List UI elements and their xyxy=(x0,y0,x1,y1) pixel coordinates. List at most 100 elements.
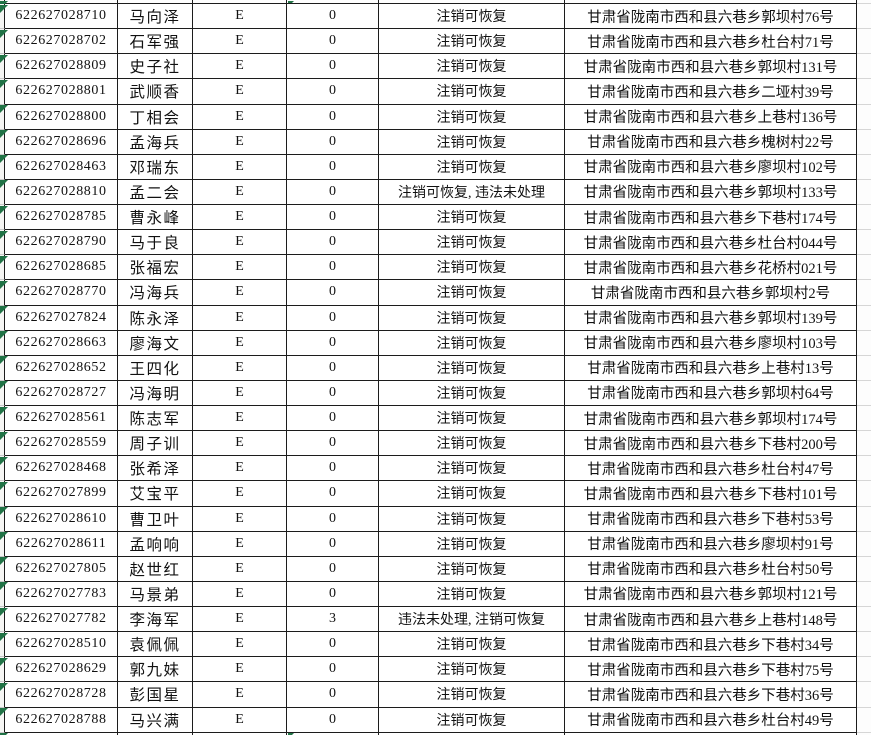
cell-address[interactable]: 甘肃省陇南市西和县六巷乡槐树村22号 xyxy=(565,129,857,155)
cell-grade[interactable]: E xyxy=(193,380,287,406)
cell-status[interactable]: 注销可恢复 xyxy=(379,657,565,683)
cell-id[interactable]: 622627028685 xyxy=(5,255,118,281)
cell-address[interactable]: 甘肃省陇南市西和县六巷乡郭坝村131号 xyxy=(565,54,857,80)
cell-status[interactable]: 注销可恢复 xyxy=(379,79,565,105)
cell-count[interactable]: 0 xyxy=(287,79,379,105)
cell-id[interactable]: 622627028629 xyxy=(5,657,118,683)
cell-status[interactable]: 注销可恢复 xyxy=(379,531,565,557)
cell-id[interactable]: 622627028652 xyxy=(5,355,118,381)
cell-address[interactable]: 甘肃省陇南市西和县六巷乡上巷村136号 xyxy=(565,104,857,130)
cell-id[interactable]: 622627028710 xyxy=(5,4,118,30)
cell-grade[interactable]: E xyxy=(193,481,287,507)
cell-status[interactable]: 注销可恢复 xyxy=(379,29,565,55)
cell-status[interactable]: 注销可恢复 xyxy=(379,129,565,155)
cell-grade[interactable]: E xyxy=(193,632,287,658)
cell-grade[interactable]: E xyxy=(193,305,287,331)
cell-address[interactable]: 甘肃省陇南市西和县六巷乡下巷村36号 xyxy=(565,682,857,708)
cell-address[interactable]: 甘肃省陇南市西和县六巷乡杜台村71号 xyxy=(565,29,857,55)
cell-address[interactable]: 甘肃省陇南市西和县六巷乡郭坝村133号 xyxy=(565,179,857,205)
cell-status[interactable]: 注销可恢复 xyxy=(379,4,565,30)
cell-count[interactable]: 0 xyxy=(287,230,379,256)
cell-count[interactable]: 0 xyxy=(287,682,379,708)
cell-count[interactable]: 0 xyxy=(287,104,379,130)
cell-id[interactable]: 622627028790 xyxy=(5,230,118,256)
cell-status[interactable]: 注销可恢复 xyxy=(379,581,565,607)
cell-id[interactable]: 622627028611 xyxy=(5,531,118,557)
cell-grade[interactable]: E xyxy=(193,104,287,130)
cell-name[interactable]: 陈志军 xyxy=(118,406,193,432)
cell-id[interactable]: 622627027824 xyxy=(5,305,118,331)
cell-id[interactable]: 622627028728 xyxy=(5,682,118,708)
cell-grade[interactable]: E xyxy=(193,280,287,306)
cell-status[interactable]: 注销可恢复 xyxy=(379,481,565,507)
cell-id[interactable]: 622627028559 xyxy=(5,431,118,457)
cell-count[interactable]: 0 xyxy=(287,280,379,306)
cell-grade[interactable]: E xyxy=(193,682,287,708)
cell-name[interactable]: 艾宝平 xyxy=(118,481,193,507)
cell-id[interactable]: 622627028788 xyxy=(5,707,118,733)
cell-address[interactable]: 甘肃省陇南市西和县六巷乡上巷村13号 xyxy=(565,355,857,381)
cell-status[interactable]: 注销可恢复 xyxy=(379,230,565,256)
cell-address[interactable]: 甘肃省陇南市西和县六巷乡郭坝村76号 xyxy=(565,4,857,30)
cell-name[interactable]: 张希泽 xyxy=(118,456,193,482)
cell-status[interactable]: 注销可恢复 xyxy=(379,305,565,331)
cell-id[interactable]: 622627028663 xyxy=(5,330,118,356)
cell-count[interactable]: 0 xyxy=(287,406,379,432)
cell-name[interactable]: 孟海兵 xyxy=(118,129,193,155)
cell-count[interactable]: 0 xyxy=(287,707,379,733)
cell-count[interactable]: 0 xyxy=(287,255,379,281)
cell-count[interactable]: 0 xyxy=(287,380,379,406)
cell-id[interactable]: 622627028463 xyxy=(5,154,118,180)
cell-grade[interactable]: E xyxy=(193,255,287,281)
cell-grade[interactable]: E xyxy=(193,205,287,231)
cell-count[interactable]: 0 xyxy=(287,355,379,381)
cell-grade[interactable]: E xyxy=(193,230,287,256)
cell-name[interactable]: 曹永峰 xyxy=(118,205,193,231)
cell-address[interactable]: 甘肃省陇南市西和县六巷乡二垭村39号 xyxy=(565,79,857,105)
cell-grade[interactable]: E xyxy=(193,431,287,457)
cell-count[interactable]: 0 xyxy=(287,506,379,532)
cell-count[interactable]: 0 xyxy=(287,154,379,180)
cell-status[interactable]: 注销可恢复 xyxy=(379,54,565,80)
cell-count[interactable]: 3 xyxy=(287,607,379,633)
cell-address[interactable]: 甘肃省陇南市西和县六巷乡下巷村174号 xyxy=(565,205,857,231)
cell-address[interactable]: 甘肃省陇南市西和县六巷乡杜台村47号 xyxy=(565,456,857,482)
cell-id[interactable]: 622627027899 xyxy=(5,481,118,507)
cell-name[interactable]: 石军强 xyxy=(118,29,193,55)
cell-count[interactable]: 0 xyxy=(287,456,379,482)
cell-id[interactable]: 622627028785 xyxy=(5,205,118,231)
cell-grade[interactable]: E xyxy=(193,330,287,356)
cell-address[interactable]: 甘肃省陇南市西和县六巷乡郭坝村174号 xyxy=(565,406,857,432)
cell-id[interactable]: 622627028561 xyxy=(5,406,118,432)
cell-grade[interactable]: E xyxy=(193,607,287,633)
cell-status[interactable]: 注销可恢复 xyxy=(379,556,565,582)
cell-name[interactable]: 丁相会 xyxy=(118,104,193,130)
cell-status[interactable]: 违法未处理, 注销可恢复 xyxy=(379,607,565,633)
cell-id[interactable]: 622627028810 xyxy=(5,179,118,205)
cell-status[interactable]: 注销可恢复 xyxy=(379,255,565,281)
cell-name[interactable]: 邓瑞东 xyxy=(118,154,193,180)
cell-grade[interactable]: E xyxy=(193,406,287,432)
cell-address[interactable]: 甘肃省陇南市西和县六巷乡下巷村200号 xyxy=(565,431,857,457)
cell-address[interactable]: 甘肃省陇南市西和县六巷乡上巷村148号 xyxy=(565,607,857,633)
cell-address[interactable]: 甘肃省陇南市西和县六巷乡郭坝村64号 xyxy=(565,380,857,406)
cell-grade[interactable]: E xyxy=(193,129,287,155)
cell-name[interactable]: 马景弟 xyxy=(118,581,193,607)
cell-status[interactable]: 注销可恢复 xyxy=(379,431,565,457)
cell-status[interactable]: 注销可恢复 xyxy=(379,330,565,356)
cell-id[interactable]: 622627028610 xyxy=(5,506,118,532)
cell-id[interactable]: 622627028696 xyxy=(5,129,118,155)
cell-count[interactable]: 0 xyxy=(287,129,379,155)
cell-status[interactable]: 注销可恢复 xyxy=(379,205,565,231)
cell-name[interactable]: 马向泽 xyxy=(118,4,193,30)
cell-status[interactable]: 注销可恢复 xyxy=(379,682,565,708)
cell-status[interactable]: 注销可恢复 xyxy=(379,280,565,306)
cell-id[interactable]: 622627027783 xyxy=(5,581,118,607)
cell-count[interactable]: 0 xyxy=(287,54,379,80)
cell-name[interactable]: 廖海文 xyxy=(118,330,193,356)
cell-address[interactable]: 甘肃省陇南市西和县六巷乡廖坝村91号 xyxy=(565,531,857,557)
cell-grade[interactable]: E xyxy=(193,556,287,582)
cell-name[interactable]: 武顺香 xyxy=(118,79,193,105)
cell-name[interactable]: 王四化 xyxy=(118,355,193,381)
cell-grade[interactable]: E xyxy=(193,179,287,205)
